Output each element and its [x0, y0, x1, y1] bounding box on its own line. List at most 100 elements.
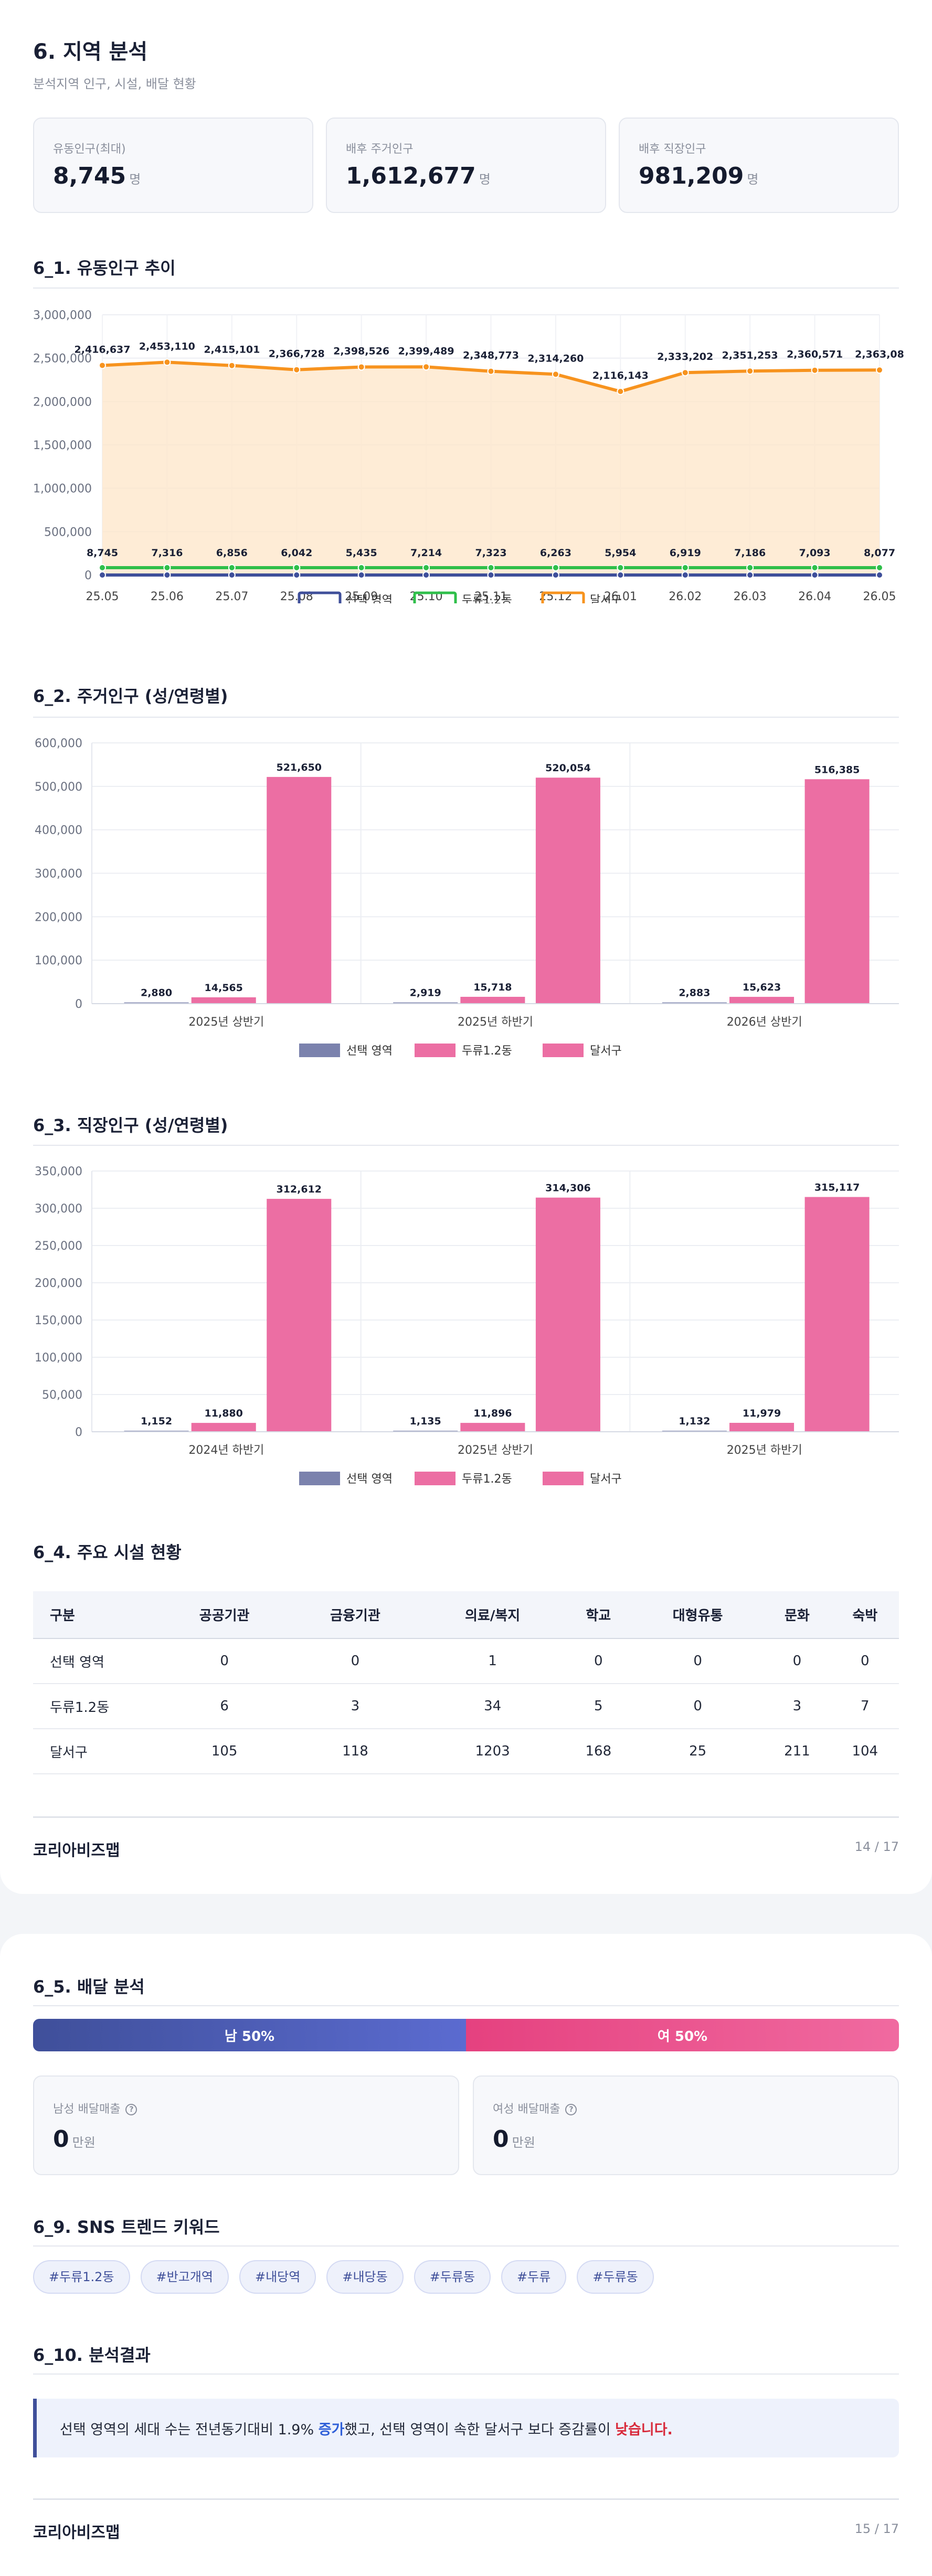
- bar: [393, 1002, 458, 1004]
- data-point: [228, 571, 236, 579]
- legend-label: 선택 영역: [346, 1473, 393, 1486]
- keyword-chip[interactable]: #내당동: [326, 2260, 404, 2294]
- bar: [662, 1002, 727, 1004]
- table-cell: 3: [290, 1684, 421, 1729]
- keyword-chip[interactable]: #두류1.2동: [33, 2260, 130, 2294]
- x-tick-label: 25.06: [151, 590, 184, 603]
- y-tick-label: 100,000: [35, 1351, 82, 1365]
- legend-swatch: [541, 591, 585, 603]
- male-ratio-segment: 남 50%: [33, 2019, 466, 2051]
- keyword-chip[interactable]: #두류: [501, 2260, 567, 2294]
- data-point: [811, 366, 819, 374]
- data-label: 2,416,637: [75, 344, 131, 355]
- y-tick-label: 150,000: [35, 1314, 82, 1327]
- legend-label: 달서구: [590, 1473, 622, 1486]
- x-tick-label: 25.11: [474, 590, 507, 603]
- stat-card-workplace: 배후 직장인구 981,209 명: [619, 118, 899, 213]
- x-tick-label: 26.05: [863, 590, 896, 603]
- column-header: 공공기관: [159, 1591, 290, 1639]
- increase-highlight: 증가: [318, 2421, 345, 2438]
- data-point: [876, 564, 883, 571]
- stat-card-floating: 유동인구(최대) 8,745 명: [33, 118, 313, 213]
- table-cell: 168: [564, 1729, 632, 1774]
- y-tick-label: 3,000,000: [33, 309, 92, 322]
- data-label: 7,186: [734, 547, 766, 559]
- data-label: 6,263: [540, 547, 571, 559]
- data-point: [617, 571, 624, 579]
- data-point: [487, 571, 495, 579]
- table-cell: 7: [831, 1684, 899, 1729]
- data-label: 5,435: [346, 547, 377, 559]
- data-label: 314,306: [545, 1183, 591, 1194]
- page-number: 15 / 17: [854, 2521, 899, 2536]
- table-cell: 0: [763, 1638, 831, 1684]
- data-point: [487, 367, 495, 375]
- keyword-chip[interactable]: #내당역: [239, 2260, 316, 2294]
- floating-population-chart: 0 500,000 1,000,000 1,500,000 2,000,000 2,500…: [33, 309, 904, 603]
- bar: [804, 1197, 870, 1432]
- data-label: 520,054: [545, 762, 591, 774]
- workplace-population-chart: 0 50,000 100,000 150,000 200,000 250,000 300,0…: [35, 1165, 899, 1486]
- data-point: [357, 571, 365, 579]
- male-delivery-value: 0 만원: [53, 2126, 96, 2153]
- y-tick-label: 300,000: [35, 1202, 82, 1216]
- x-tick-label: 26.03: [734, 590, 767, 603]
- data-label: 2,314,260: [527, 353, 584, 364]
- data-point: [876, 571, 883, 579]
- y-tick-label: 100,000: [35, 954, 82, 967]
- data-label: 2,399,489: [398, 345, 454, 357]
- data-label: 1,132: [679, 1415, 710, 1427]
- table-cell: 선택 영역: [33, 1638, 159, 1684]
- divider: [33, 2245, 899, 2247]
- divider: [33, 2005, 899, 2006]
- page-title: 6. 지역 분석: [33, 40, 148, 64]
- y-tick-label: 50,000: [42, 1389, 82, 1402]
- y-tick-label: 0: [75, 998, 82, 1011]
- y-tick-label: 200,000: [35, 1277, 82, 1290]
- data-label: 14,565: [205, 982, 243, 994]
- table-cell: 0: [632, 1638, 764, 1684]
- data-point: [811, 571, 819, 579]
- column-header: 숙박: [831, 1591, 899, 1639]
- data-label: 2,919: [410, 987, 441, 999]
- data-point: [228, 361, 236, 369]
- data-point: [422, 571, 430, 579]
- x-tick-label: 2025년 하반기: [727, 1444, 802, 1457]
- x-tick-label: 25.07: [215, 590, 248, 603]
- table-cell: 105: [159, 1729, 290, 1774]
- y-tick-label: 350,000: [35, 1165, 82, 1178]
- page-number: 14 / 17: [854, 1839, 899, 1854]
- x-tick-label: 26.01: [604, 590, 637, 603]
- keyword-chip[interactable]: #두류동: [577, 2260, 654, 2294]
- question-circle-icon[interactable]: ?: [125, 2104, 137, 2115]
- stat-value: 981,209 명: [639, 163, 759, 189]
- keyword-chip[interactable]: #두류동: [414, 2260, 491, 2294]
- legend-label: 두류1.2동: [462, 1473, 512, 1486]
- data-label: 2,415,101: [204, 344, 260, 356]
- data-point: [163, 358, 171, 366]
- x-tick-label: 2025년 상반기: [458, 1444, 533, 1457]
- section-title-result: 6_10. 분석결과: [33, 2345, 151, 2365]
- y-tick-label: 500,000: [35, 781, 82, 794]
- data-label: 2,363,08: [855, 348, 904, 360]
- column-header: 금융기관: [290, 1591, 421, 1639]
- female-delivery-value: 0 만원: [493, 2126, 535, 2153]
- bar: [191, 1423, 256, 1432]
- question-circle-icon[interactable]: ?: [565, 2104, 577, 2115]
- x-tick-label: 25.09: [345, 590, 378, 603]
- legend-swatch: [543, 1044, 584, 1057]
- data-label: 6,919: [670, 547, 701, 559]
- footer-brand: 코리아비즈맵: [33, 2524, 120, 2542]
- legend-swatch: [415, 1472, 456, 1485]
- section-title-workplace: 6_3. 직장인구 (성/연령별): [33, 1115, 228, 1135]
- table-cell: 211: [763, 1729, 831, 1774]
- y-tick-label: 300,000: [35, 868, 82, 881]
- data-label: 312,612: [276, 1184, 322, 1195]
- keyword-chip[interactable]: #반고개역: [140, 2260, 229, 2294]
- divider: [33, 288, 899, 289]
- bar: [804, 779, 870, 1004]
- data-point: [681, 369, 689, 377]
- bar: [191, 997, 256, 1004]
- section-title-facilities: 6_4. 주요 시설 현황: [33, 1542, 182, 1562]
- data-point: [293, 571, 301, 579]
